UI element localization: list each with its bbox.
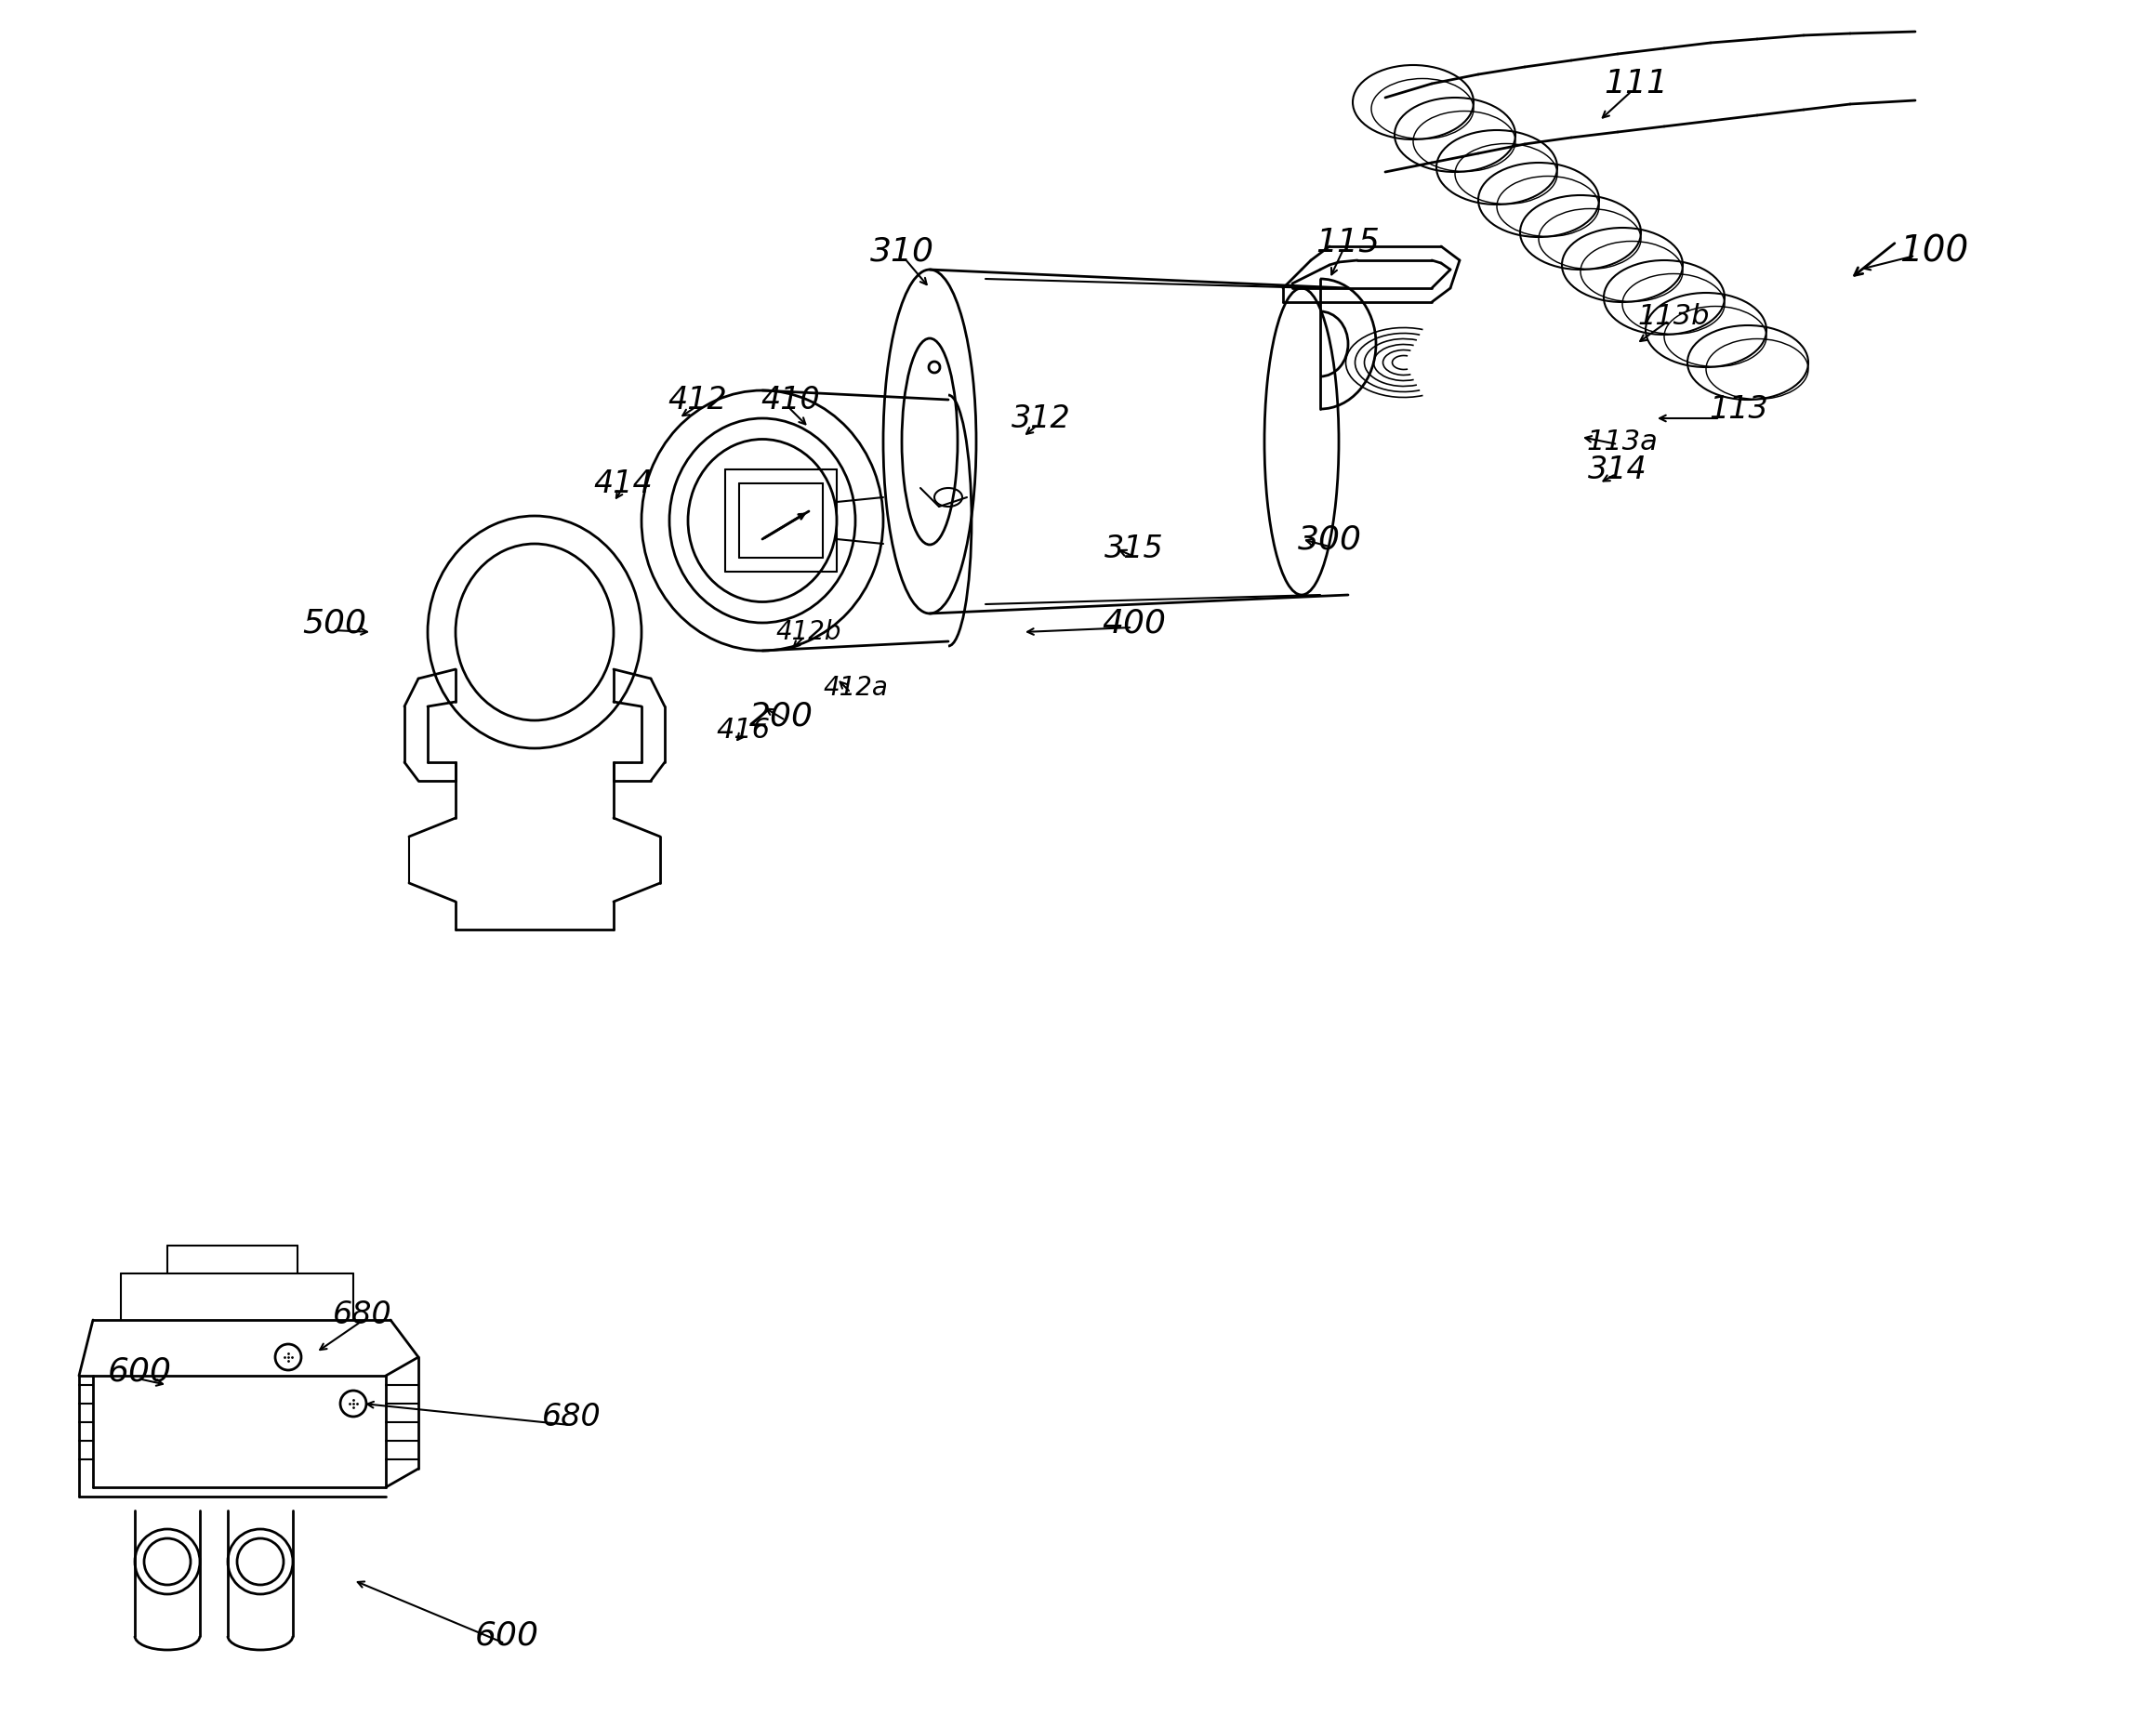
Text: 314: 314 — [1589, 454, 1647, 486]
Text: 100: 100 — [1899, 233, 1968, 268]
Text: 412a: 412a — [824, 676, 888, 702]
Text: 115: 115 — [1315, 226, 1380, 257]
Text: 412: 412 — [668, 384, 727, 415]
Text: 113: 113 — [1710, 394, 1768, 425]
Text: 500: 500 — [302, 607, 367, 639]
Text: 312: 312 — [1011, 403, 1072, 434]
Text: 315: 315 — [1104, 532, 1164, 563]
Text: 416: 416 — [716, 715, 772, 743]
Text: 680: 680 — [541, 1401, 602, 1433]
Text: 600: 600 — [108, 1355, 172, 1388]
Text: 600: 600 — [474, 1621, 539, 1652]
Text: 410: 410 — [761, 384, 819, 415]
Text: 300: 300 — [1298, 524, 1363, 555]
Text: 414: 414 — [593, 468, 653, 499]
Text: 113a: 113a — [1587, 429, 1658, 454]
Text: 200: 200 — [748, 700, 813, 731]
Text: 680: 680 — [332, 1299, 392, 1331]
Text: 412b: 412b — [776, 619, 841, 645]
Text: 400: 400 — [1102, 607, 1166, 639]
Text: 113b: 113b — [1636, 302, 1710, 330]
Text: 111: 111 — [1604, 67, 1669, 100]
Text: 310: 310 — [869, 235, 934, 266]
